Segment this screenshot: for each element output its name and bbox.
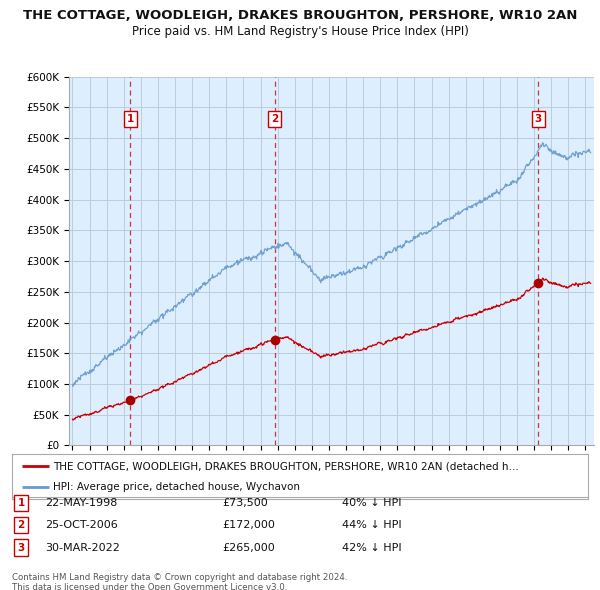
Text: THE COTTAGE, WOODLEIGH, DRAKES BROUGHTON, PERSHORE, WR10 2AN (detached h…: THE COTTAGE, WOODLEIGH, DRAKES BROUGHTON… xyxy=(53,461,520,471)
Text: 40% ↓ HPI: 40% ↓ HPI xyxy=(342,498,401,507)
Text: THE COTTAGE, WOODLEIGH, DRAKES BROUGHTON, PERSHORE, WR10 2AN: THE COTTAGE, WOODLEIGH, DRAKES BROUGHTON… xyxy=(23,9,577,22)
Text: £172,000: £172,000 xyxy=(222,520,275,530)
Text: 44% ↓ HPI: 44% ↓ HPI xyxy=(342,520,401,530)
Text: 2: 2 xyxy=(271,114,278,124)
Text: 1: 1 xyxy=(127,114,134,124)
Text: 3: 3 xyxy=(17,543,25,552)
Text: 1: 1 xyxy=(17,498,25,507)
Text: 30-MAR-2022: 30-MAR-2022 xyxy=(45,543,120,552)
Text: £265,000: £265,000 xyxy=(222,543,275,552)
Text: 25-OCT-2006: 25-OCT-2006 xyxy=(45,520,118,530)
Text: HPI: Average price, detached house, Wychavon: HPI: Average price, detached house, Wych… xyxy=(53,481,301,491)
Text: £73,500: £73,500 xyxy=(222,498,268,507)
Text: 22-MAY-1998: 22-MAY-1998 xyxy=(45,498,118,507)
Text: 3: 3 xyxy=(535,114,542,124)
Text: 2: 2 xyxy=(17,520,25,530)
Text: Contains HM Land Registry data © Crown copyright and database right 2024.: Contains HM Land Registry data © Crown c… xyxy=(12,573,347,582)
Text: Price paid vs. HM Land Registry's House Price Index (HPI): Price paid vs. HM Land Registry's House … xyxy=(131,25,469,38)
Text: 42% ↓ HPI: 42% ↓ HPI xyxy=(342,543,401,552)
Text: This data is licensed under the Open Government Licence v3.0.: This data is licensed under the Open Gov… xyxy=(12,583,287,590)
